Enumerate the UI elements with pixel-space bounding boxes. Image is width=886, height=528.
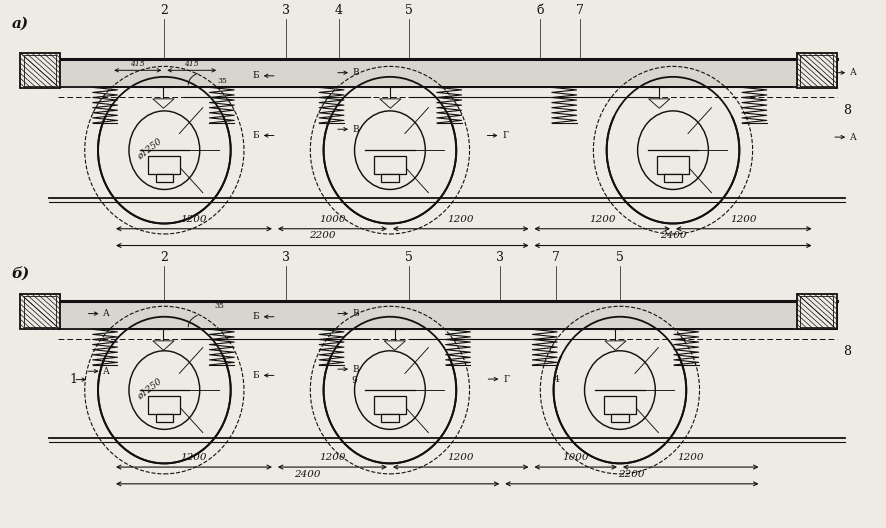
Text: А: А [850,68,857,77]
Text: Г: Г [503,374,509,383]
Text: 2200: 2200 [618,469,645,478]
Text: 4: 4 [335,4,343,16]
Text: 2: 2 [160,4,168,16]
Bar [20,53,60,88]
Text: 3: 3 [283,4,291,16]
Polygon shape [153,341,174,350]
Text: В: В [353,365,360,374]
Bar [20,294,60,329]
Text: 7: 7 [576,4,584,16]
Text: Б: Б [253,312,259,321]
Bar [374,156,406,174]
Bar [381,174,399,182]
Text: 35: 35 [214,303,224,310]
Text: Б: Б [253,371,259,380]
Bar [800,55,833,86]
Text: 1: 1 [69,373,77,386]
Text: 7: 7 [552,251,560,264]
Text: б): б) [12,267,29,281]
Bar [156,413,173,421]
Text: 2400: 2400 [294,469,321,478]
Text: В: В [353,125,360,134]
Text: ø1250: ø1250 [136,377,163,401]
Text: А: А [104,309,110,318]
Polygon shape [385,341,406,350]
Text: 1000: 1000 [319,214,346,223]
Text: Б: Б [253,71,259,80]
Bar [156,174,173,182]
Text: 5: 5 [616,251,624,264]
Text: а): а) [12,16,28,31]
Text: б: б [537,4,544,16]
Bar [657,156,689,174]
Text: 1200: 1200 [447,453,474,462]
Text: 2: 2 [160,251,168,264]
Polygon shape [605,341,626,350]
Text: 1200: 1200 [180,453,206,462]
Bar [664,174,681,182]
Text: 35: 35 [217,77,228,85]
Text: Г: Г [502,131,509,140]
Text: 1200: 1200 [731,214,757,223]
Polygon shape [153,99,174,108]
Text: 5: 5 [406,251,414,264]
Text: 1000: 1000 [563,453,589,462]
Text: 415: 415 [184,60,199,68]
Text: 2400: 2400 [660,231,687,240]
Text: А: А [850,133,857,142]
Text: В: В [353,309,360,318]
Text: 3: 3 [283,251,291,264]
Text: 8: 8 [843,105,851,117]
Bar [374,396,406,413]
Text: 415: 415 [130,60,145,68]
Text: 1200: 1200 [319,453,346,462]
Bar [24,296,57,327]
Bar [797,294,836,329]
Bar [381,413,399,421]
Bar [149,156,180,174]
Text: 5: 5 [406,4,414,16]
Text: ø1250: ø1250 [136,137,163,162]
Text: 8: 8 [843,345,851,359]
Text: Б: Б [253,131,259,140]
Text: В: В [353,68,360,77]
Text: 4: 4 [554,374,559,383]
Polygon shape [649,99,670,108]
Text: 3: 3 [496,251,504,264]
Text: 1200: 1200 [678,453,704,462]
Polygon shape [380,99,401,108]
Bar [604,396,636,413]
Bar [611,413,629,421]
Text: 1200: 1200 [589,214,616,223]
Bar [149,396,180,413]
Bar [24,55,57,86]
Text: 9: 9 [352,376,357,385]
Text: 2200: 2200 [308,231,335,240]
Text: 1200: 1200 [180,214,206,223]
Text: А: А [104,367,110,376]
Bar [800,296,833,327]
Bar [797,53,836,88]
Text: 1200: 1200 [447,214,474,223]
